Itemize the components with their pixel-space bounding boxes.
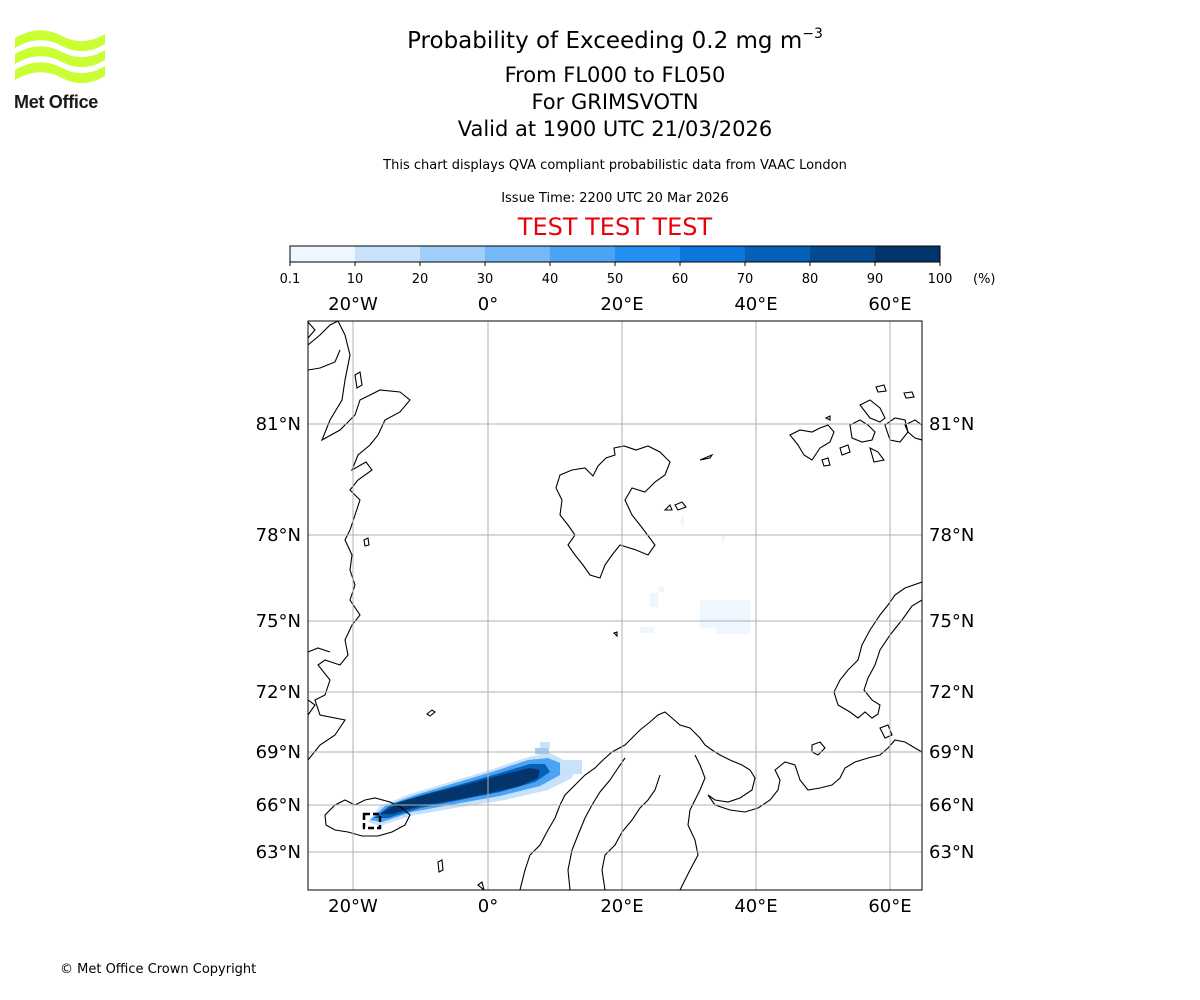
logo-text: Met Office xyxy=(14,92,99,112)
lat-label-right: 69°N xyxy=(929,742,974,763)
lat-label-right: 72°N xyxy=(929,682,974,703)
gridlines xyxy=(308,321,922,890)
lon-label-top: 40°E xyxy=(734,294,777,315)
volcano-marker xyxy=(362,812,382,830)
level-range: From FL000 to FL050 xyxy=(504,63,726,87)
valid-time: Valid at 1900 UTC 21/03/2026 xyxy=(457,117,773,141)
lon-label-bottom: 40°E xyxy=(734,896,777,917)
lat-label-left: 81°N xyxy=(256,414,301,435)
met-office-logo-waves-icon xyxy=(15,30,105,84)
lat-label-right: 63°N xyxy=(929,842,974,863)
copyright-notice: © Met Office Crown Copyright xyxy=(60,962,257,977)
coastlines xyxy=(308,321,922,890)
lat-label-left: 75°N xyxy=(256,611,301,632)
lon-label-top: 20°W xyxy=(328,294,378,315)
test-banner: TEST TEST TEST xyxy=(517,213,713,241)
lon-label-bottom: 60°E xyxy=(868,896,911,917)
title-prefix: Probability of Exceeding 0.2 mg m xyxy=(407,28,803,54)
lon-label-bottom: 20°W xyxy=(328,896,378,917)
chart-description: This chart displays QVA compliant probab… xyxy=(383,158,847,173)
axis-labels: 20°W 0° 20°E 40°E 60°E 20°W 0° 20°E 40°E… xyxy=(256,294,975,917)
met-office-logo: Met Office xyxy=(12,28,112,118)
lat-label-right: 66°N xyxy=(929,795,974,816)
lon-label-top: 60°E xyxy=(868,294,911,315)
lat-label-right: 75°N xyxy=(929,611,974,632)
lon-label-bottom: 0° xyxy=(478,896,498,917)
volcano-name: For GRIMSVOTN xyxy=(531,90,699,114)
lon-label-top: 20°E xyxy=(600,294,643,315)
lon-label-bottom: 20°E xyxy=(600,896,643,917)
map-frame xyxy=(307,320,923,891)
chart-title: Probability of Exceeding 0.2 mg m−3 xyxy=(300,26,930,54)
lat-label-left: 69°N xyxy=(256,742,301,763)
lat-label-right: 78°N xyxy=(929,525,974,546)
lat-label-left: 66°N xyxy=(256,795,301,816)
lat-label-right: 81°N xyxy=(929,414,974,435)
ash-plume xyxy=(368,516,750,826)
lat-label-left: 72°N xyxy=(256,682,301,703)
lat-label-left: 78°N xyxy=(256,525,301,546)
lon-label-top: 0° xyxy=(478,294,498,315)
issue-time: Issue Time: 2200 UTC 20 Mar 2026 xyxy=(501,191,729,206)
lat-label-left: 63°N xyxy=(256,842,301,863)
title-exponent: −3 xyxy=(802,26,823,42)
